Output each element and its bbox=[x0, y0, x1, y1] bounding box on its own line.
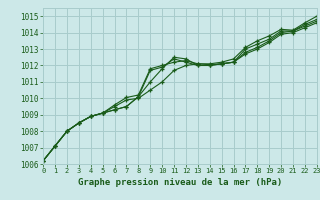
X-axis label: Graphe pression niveau de la mer (hPa): Graphe pression niveau de la mer (hPa) bbox=[78, 178, 282, 187]
